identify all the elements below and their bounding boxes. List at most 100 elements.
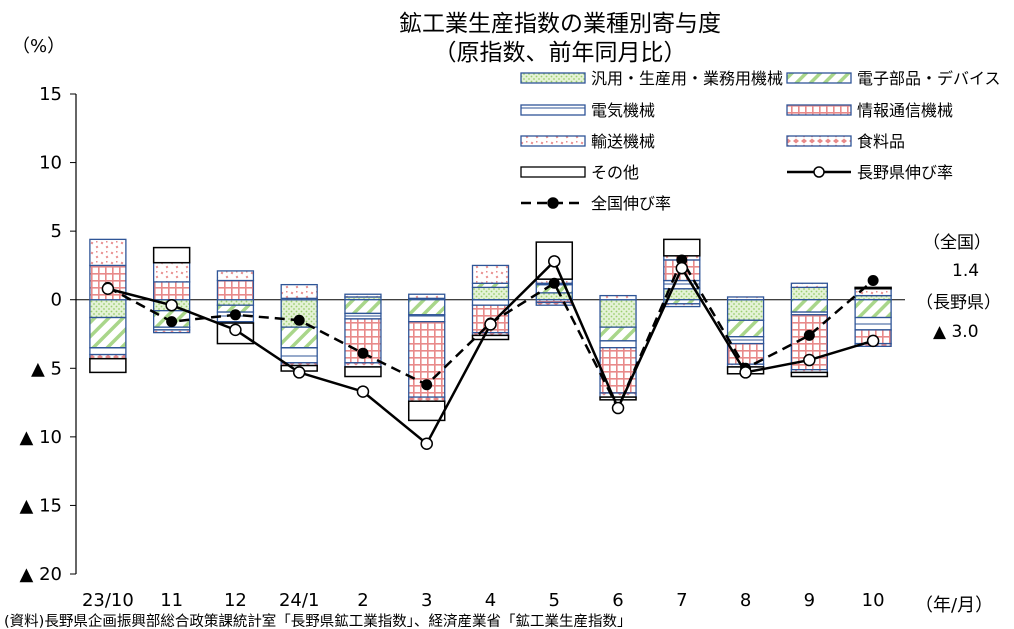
bar-segment [599,294,637,301]
legend-swatch [520,104,586,116]
legend-label: その他 [591,163,639,182]
bar-segment [726,336,765,345]
x-tick-label: 12 [224,590,247,611]
chart-title-line1: 鉱工業生産指数の業種別寄与度 [399,11,721,37]
nagano-point [739,366,752,379]
x-tick-label: 5 [549,590,560,611]
national-point [166,316,178,328]
bar-segment [790,299,828,313]
x-tick-label: 9 [804,590,815,611]
bar-segment [471,299,510,306]
bar-segment [726,296,765,301]
bar-segment [599,396,637,401]
bar-segment [216,270,255,282]
legend-swatch [786,135,852,147]
y-tick-label: 15 [39,84,62,105]
y-tick-label: ▲ 5 [31,358,62,379]
nagano-point [356,385,370,398]
legend-label: 電子部品・デバイス [857,69,1001,88]
national-point [803,329,815,341]
nagano-point [803,353,816,367]
x-tick-label: 23/10 [82,590,134,611]
nagano-point [101,282,115,295]
nagano-point [420,437,433,450]
legend-label: 電気機械 [591,101,655,120]
bar-segment [790,286,828,301]
legend-swatch [786,104,852,116]
y-unit-label: （%） [12,36,65,57]
chart-title-line2: （原指数、前年同月比） [434,40,687,66]
bar-segment [726,319,765,338]
national-point [293,314,305,326]
y-tick-label: 5 [51,221,62,242]
y-tick-label: ▲ 20 [20,564,62,585]
y-tick-label: 10 [39,153,62,174]
bar-segment [280,347,318,364]
national-point [867,275,879,287]
legend-label: 全国伸び率 [591,194,671,213]
bar-segment [599,326,637,342]
bar-segment [854,316,892,331]
bar-segment [663,303,701,308]
x-unit-label: （年/月） [915,595,993,616]
bar-segment [535,301,573,306]
legend-label: 長野県伸び率 [857,163,953,182]
x-tick-label: 4 [485,590,496,611]
bar-segment [344,312,382,320]
x-tick-label: 24/1 [279,590,319,611]
bar-segment [408,299,446,316]
annotation-nagano-label: （長野県） [916,293,1001,313]
bar-segment [726,299,765,321]
bar-segment [89,299,127,319]
bar-segment [471,334,510,341]
bar-segment [344,366,382,378]
legend-swatch [520,72,586,84]
x-tick-label: 8 [740,590,751,611]
bar-segment [89,316,127,349]
bar-segment [153,281,191,301]
bar-segment [599,347,637,394]
y-tick-label: 0 [51,290,62,311]
bar-segment [535,292,573,301]
nagano-point [548,255,561,268]
bar-segment [790,282,828,289]
x-tick-label: 6 [612,590,623,611]
nagano-point [675,261,689,275]
legend-swatch [786,72,852,84]
bar-segment [599,340,637,349]
nagano-point [484,318,497,331]
legend-swatch [520,135,586,147]
legend-label: 汎用・生産用・業務用機械 [591,69,783,88]
source-note: (資料)長野県企画振興部総合政策課統計室「長野県鉱工業指数」、経済産業省「鉱工業… [4,612,632,629]
x-tick-label: 11 [160,590,183,611]
nagano-point [229,323,242,337]
bar-segment [89,238,127,267]
bar-segment [152,246,191,264]
bar-segment [790,371,829,378]
bar-segment [599,299,637,328]
bar-segment [153,262,191,283]
bar-segment [408,314,446,323]
y-tick-label: ▲ 10 [20,427,62,448]
legend-marker [547,197,559,209]
annotation-nagano-value: ▲ 3.0 [933,322,979,342]
national-point [421,379,433,391]
x-tick-label: 3 [421,590,432,611]
bar-segment [344,293,382,298]
bar-segment [344,299,382,315]
national-point [357,347,369,359]
y-tick-label: ▲ 15 [20,495,62,516]
nagano-point [611,401,625,415]
national-point [548,277,560,289]
nagano-point [866,334,880,348]
bar-segment [408,293,446,299]
x-tick-label: 2 [357,590,368,611]
national-point [229,309,241,321]
bar-segment [216,299,255,306]
nagano-point [292,366,306,379]
legend-swatch [520,166,586,178]
legend-marker [813,166,825,178]
bar-segment [89,347,127,356]
legend-label: 輸送機械 [591,132,655,151]
